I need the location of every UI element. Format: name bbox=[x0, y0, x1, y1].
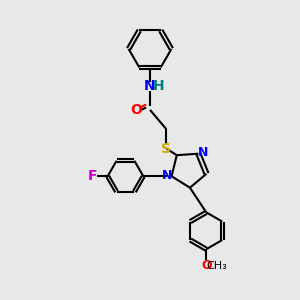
Text: N: N bbox=[144, 79, 155, 93]
Text: N: N bbox=[162, 169, 172, 182]
Text: F: F bbox=[87, 169, 97, 183]
Text: O: O bbox=[131, 103, 142, 117]
Text: CH₃: CH₃ bbox=[206, 261, 227, 271]
Text: H: H bbox=[152, 79, 164, 93]
Text: O: O bbox=[202, 259, 212, 272]
Text: N: N bbox=[197, 146, 208, 159]
Text: S: S bbox=[161, 142, 171, 155]
